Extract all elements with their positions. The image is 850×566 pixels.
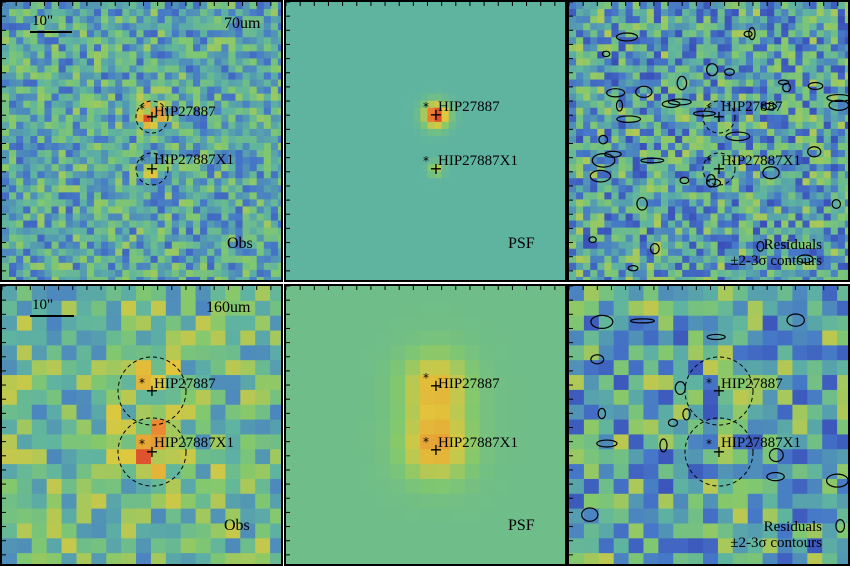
svg-text:*: * <box>423 100 429 114</box>
source-label-hip27887: HIP27887 <box>438 376 500 392</box>
svg-text:*: * <box>423 154 429 168</box>
svg-text:+: + <box>429 105 442 124</box>
residuals-label: Residuals ±2-3σ contours <box>730 237 822 270</box>
band-label: 160um <box>206 299 251 316</box>
panel-160um-residuals: + * + * HIP27887 HIP27887X1 Residuals ±2-3σ… <box>567 284 850 566</box>
residuals-label: Residuals ±2-3σ contours <box>730 519 822 552</box>
panel-70um-psf: + * + * HIP27887 HIP27887X1 PSF <box>284 0 567 282</box>
panel-160um-observed: + * + * 10" 160um HIP27887 HIP27887X1 Obs <box>0 284 283 566</box>
source-label-hip27887: HIP27887 <box>154 376 216 392</box>
residuals-label-line-1: Residuals <box>763 519 822 535</box>
source-label-hip27887x1: HIP27887X1 <box>154 152 235 168</box>
source-label-hip27887: HIP27887 <box>154 104 216 120</box>
panel-type-label: Obs <box>227 235 253 252</box>
svg-text:*: * <box>139 102 145 116</box>
source-label-hip27887x1: HIP27887X1 <box>438 153 519 169</box>
heatmap-70um-residuals: +*+* <box>569 2 848 280</box>
panel-type-label: PSF <box>508 517 535 534</box>
scale-label: 10" <box>32 13 54 29</box>
residuals-label-line-2: ±2-3σ contours <box>730 534 822 551</box>
panel-160um-psf: + * + * HIP27887 HIP27887X1 PSF <box>284 284 567 566</box>
source-label-hip27887: HIP27887 <box>721 99 783 115</box>
band-label: 70um <box>224 15 261 32</box>
residuals-label-line-1: Residuals <box>763 237 822 253</box>
panel-70um-residuals: + * + * HIP27887 HIP27887X1 Residuals ±2-3σ… <box>567 0 850 282</box>
svg-text:*: * <box>139 154 145 168</box>
source-label-hip27887x1: HIP27887X1 <box>721 153 802 169</box>
source-label-hip27887x1: HIP27887X1 <box>154 435 235 451</box>
heatmap-160um-psf: +*+* <box>286 286 565 564</box>
panel-type-label: PSF <box>508 235 535 252</box>
source-label-hip27887x1: HIP27887X1 <box>438 435 519 451</box>
source-label-hip27887x1: HIP27887X1 <box>721 435 802 451</box>
heatmap-160um-observed: +*+* <box>2 286 281 564</box>
panel-type-label: Obs <box>224 517 250 534</box>
panel-70um-observed: + * + * 10" 70um HIP27887 HIP27887X1 Obs <box>0 0 283 282</box>
residuals-label-line-2: ±2-3σ contours <box>730 252 822 269</box>
heatmap-70um-psf: +*+* <box>286 2 565 280</box>
heatmap-160um-residuals: +*+* <box>569 286 848 564</box>
scale-label: 10" <box>32 297 54 313</box>
svg-text:+: + <box>145 107 158 126</box>
heatmap-70um-observed: +*+* <box>2 2 281 280</box>
svg-text:+: + <box>429 159 442 178</box>
source-label-hip27887: HIP27887 <box>438 99 500 115</box>
svg-text:+: + <box>145 159 158 178</box>
source-label-hip27887: HIP27887 <box>721 376 783 392</box>
